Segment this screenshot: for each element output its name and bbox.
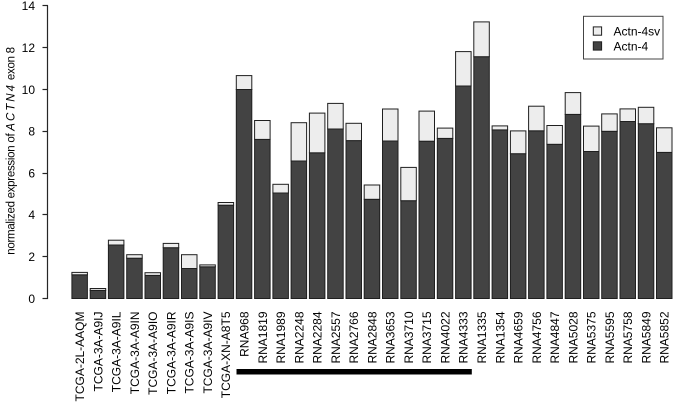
svg-text:RNA5852: RNA5852 <box>658 311 672 363</box>
svg-text:TCGA-3A-A9IR: TCGA-3A-A9IR <box>164 311 178 394</box>
svg-text:RNA3653: RNA3653 <box>384 311 398 363</box>
svg-text:TCGA-3A-A9IN: TCGA-3A-A9IN <box>128 312 142 395</box>
svg-text:RNA3715: RNA3715 <box>420 311 434 363</box>
svg-text:RNA1819: RNA1819 <box>256 311 270 363</box>
svg-text:10: 10 <box>22 83 36 97</box>
svg-text:TCGA-3A-A9IL: TCGA-3A-A9IL <box>110 311 124 392</box>
svg-text:RNA2557: RNA2557 <box>329 311 343 363</box>
svg-text:4: 4 <box>28 208 35 222</box>
svg-text:RNA2248: RNA2248 <box>292 311 306 363</box>
svg-text:TCGA-3A-A9IJ: TCGA-3A-A9IJ <box>91 312 105 392</box>
svg-text:TCGA-2L-AAQM: TCGA-2L-AAQM <box>73 312 87 402</box>
svg-text:RNA5595: RNA5595 <box>603 311 617 363</box>
svg-text:RNA2284: RNA2284 <box>311 311 325 363</box>
svg-text:RNA1354: RNA1354 <box>493 311 507 363</box>
svg-text:Actn-4: Actn-4 <box>614 40 649 54</box>
svg-text:RNA1335: RNA1335 <box>475 311 489 363</box>
svg-text:RNA4756: RNA4756 <box>530 311 544 363</box>
svg-text:TCGA-3A-A9IO: TCGA-3A-A9IO <box>146 312 160 395</box>
svg-text:6: 6 <box>28 166 35 180</box>
svg-text:RNA1989: RNA1989 <box>274 311 288 363</box>
svg-text:normalized expression of ACTN4: normalized expression of ACTN4 exon 8 <box>6 47 18 255</box>
svg-text:RNA4022: RNA4022 <box>438 311 452 363</box>
svg-text:Actn-4sv: Actn-4sv <box>614 25 661 39</box>
svg-text:RNA2848: RNA2848 <box>365 311 379 363</box>
svg-text:RNA3710: RNA3710 <box>402 311 416 363</box>
svg-text:RNA5849: RNA5849 <box>639 311 653 363</box>
svg-text:RNA5028: RNA5028 <box>566 311 580 363</box>
svg-text:TCGA-3A-A9IS: TCGA-3A-A9IS <box>183 312 197 394</box>
svg-text:TCGA-XN-A8T5: TCGA-XN-A8T5 <box>219 311 233 398</box>
svg-text:RNA5375: RNA5375 <box>585 311 599 363</box>
svg-text:14: 14 <box>22 0 36 13</box>
svg-text:RNA4333: RNA4333 <box>457 311 471 363</box>
svg-text:TCGA-3A-A9IV: TCGA-3A-A9IV <box>201 312 215 394</box>
svg-text:RNA5758: RNA5758 <box>621 311 635 363</box>
svg-text:12: 12 <box>22 41 36 55</box>
svg-text:2: 2 <box>28 250 35 264</box>
svg-text:RNA2766: RNA2766 <box>347 311 361 363</box>
svg-text:8: 8 <box>28 125 35 139</box>
svg-text:RNA968: RNA968 <box>238 311 252 357</box>
svg-text:RNA4847: RNA4847 <box>548 311 562 363</box>
svg-text:0: 0 <box>28 292 35 306</box>
svg-text:RNA4659: RNA4659 <box>512 311 526 363</box>
